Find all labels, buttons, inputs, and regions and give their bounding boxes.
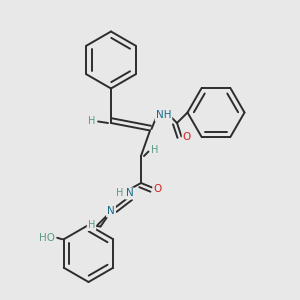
Text: O: O — [183, 131, 191, 142]
Text: N: N — [126, 188, 134, 199]
Text: H: H — [88, 220, 95, 230]
Text: NH: NH — [156, 110, 171, 121]
Text: H: H — [116, 188, 124, 199]
Text: N: N — [107, 206, 115, 217]
Text: O: O — [153, 184, 162, 194]
Text: H: H — [151, 145, 158, 155]
Text: H: H — [88, 116, 95, 127]
Text: HO: HO — [39, 233, 55, 243]
